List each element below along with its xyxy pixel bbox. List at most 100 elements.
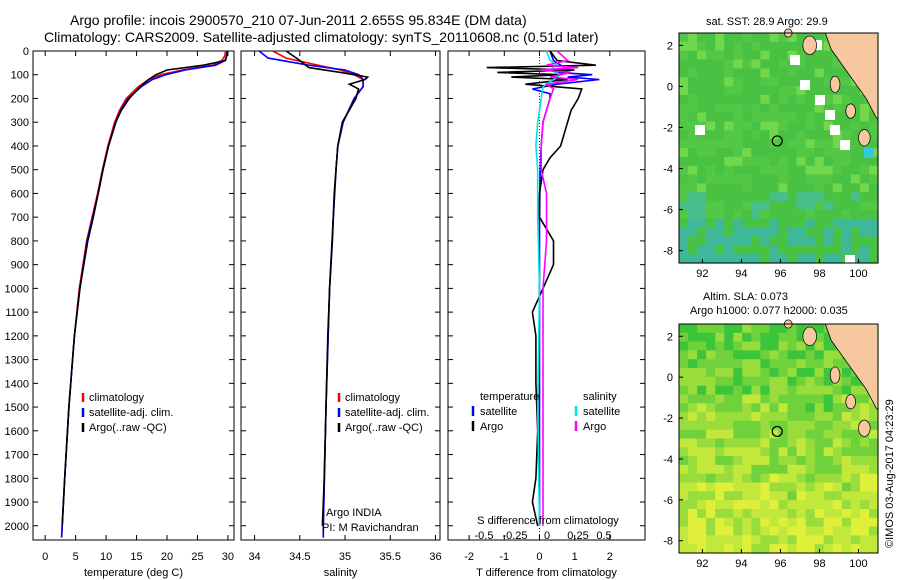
map-cell [850, 500, 861, 510]
map-cell [850, 86, 861, 96]
map-cell [679, 509, 689, 519]
map-cell [706, 500, 716, 510]
map-cell [832, 68, 843, 78]
map-cell [769, 429, 780, 440]
map-cell [859, 517, 870, 528]
sst-map-title: sat. SST: 28.9 Argo: 29.9 [706, 16, 828, 28]
island [829, 366, 841, 384]
map-cell [697, 376, 707, 387]
x-tick-label: 1 [572, 551, 578, 563]
map-cell [869, 456, 879, 466]
map-cell [742, 121, 752, 131]
map-cell [751, 254, 761, 264]
map-cell [715, 412, 725, 422]
map-cell [679, 438, 689, 448]
map-cell [832, 350, 843, 360]
map-cell [832, 509, 843, 519]
map-cell [832, 174, 843, 184]
map-cell [688, 209, 698, 220]
map-cell [760, 174, 770, 184]
map-cell [688, 218, 698, 229]
map-field-3 [679, 28, 879, 265]
map-cell [859, 403, 870, 413]
x-tick-label-secondary: -0.5 [475, 530, 494, 542]
map-cell [778, 165, 789, 176]
map-cell [742, 192, 752, 202]
map-cell [760, 130, 770, 140]
map-cell [742, 209, 752, 220]
map-cell [715, 121, 725, 131]
map-cell [796, 517, 807, 528]
map-cell [769, 77, 780, 87]
map-cell [751, 236, 761, 246]
map-cell [832, 165, 843, 176]
map-cell [706, 130, 716, 140]
map-cell [679, 227, 689, 237]
map-cell [706, 156, 716, 167]
map-cell [697, 491, 707, 501]
island [802, 326, 817, 346]
map-cell [805, 350, 816, 360]
map-cell [679, 41, 689, 52]
map-cell [787, 420, 798, 431]
map-cell [724, 148, 734, 158]
map-cell [823, 192, 834, 202]
map-cell [787, 33, 798, 43]
map-cell [841, 77, 852, 87]
map-cell [869, 438, 879, 448]
map-cell [688, 156, 698, 167]
map-cell [778, 350, 789, 360]
map-cell [715, 341, 725, 351]
map-cell [850, 218, 861, 229]
map-cell [706, 341, 716, 351]
map-x-tick-label: 94 [735, 558, 747, 570]
y-tick-label: 0 [23, 46, 29, 58]
map-cell [769, 33, 780, 43]
map-cell [859, 165, 870, 176]
map-cell [841, 482, 852, 492]
map-cell [832, 156, 843, 167]
map-cell [841, 165, 852, 176]
map-cell [697, 68, 707, 78]
map-cell [742, 359, 752, 369]
map-cell [724, 218, 734, 229]
map-cell [760, 77, 770, 87]
map-cell [805, 94, 816, 105]
map-cell [850, 456, 861, 466]
map-cell [760, 500, 770, 510]
map-cell [715, 535, 725, 545]
map-cell [733, 201, 743, 211]
map-cell [769, 482, 780, 492]
map-cell [688, 464, 698, 475]
map-cell [805, 192, 816, 202]
map-cell [742, 59, 752, 69]
y-tick-label: 2000 [5, 521, 29, 533]
map-cell [679, 68, 689, 78]
map-cell [742, 500, 752, 510]
map-cell [805, 394, 816, 404]
missing-data-cell [825, 110, 835, 120]
map-cell [869, 544, 879, 554]
y-tick-label: 1000 [5, 283, 29, 295]
map-cell [715, 139, 725, 149]
map-cell [832, 447, 843, 457]
map-cell [688, 376, 698, 387]
map-cell [805, 50, 816, 61]
map-cell [769, 509, 780, 519]
legend-label: Argo [583, 421, 606, 433]
map-cell [715, 429, 725, 440]
map-cell [796, 324, 807, 334]
map-cell [805, 183, 816, 193]
map-cell [760, 517, 770, 528]
map-cell [751, 412, 761, 422]
map-cell [706, 438, 716, 448]
map-cell [787, 359, 798, 369]
map-cell [805, 165, 816, 176]
map-cell [724, 94, 734, 105]
y-tick-label: 600 [11, 188, 29, 200]
map-cell [679, 86, 689, 96]
map-cell [688, 517, 698, 528]
y-tick-label: 500 [11, 165, 29, 177]
x-tick-label-secondary: 0.5 [596, 530, 611, 542]
map-cell [706, 236, 716, 246]
